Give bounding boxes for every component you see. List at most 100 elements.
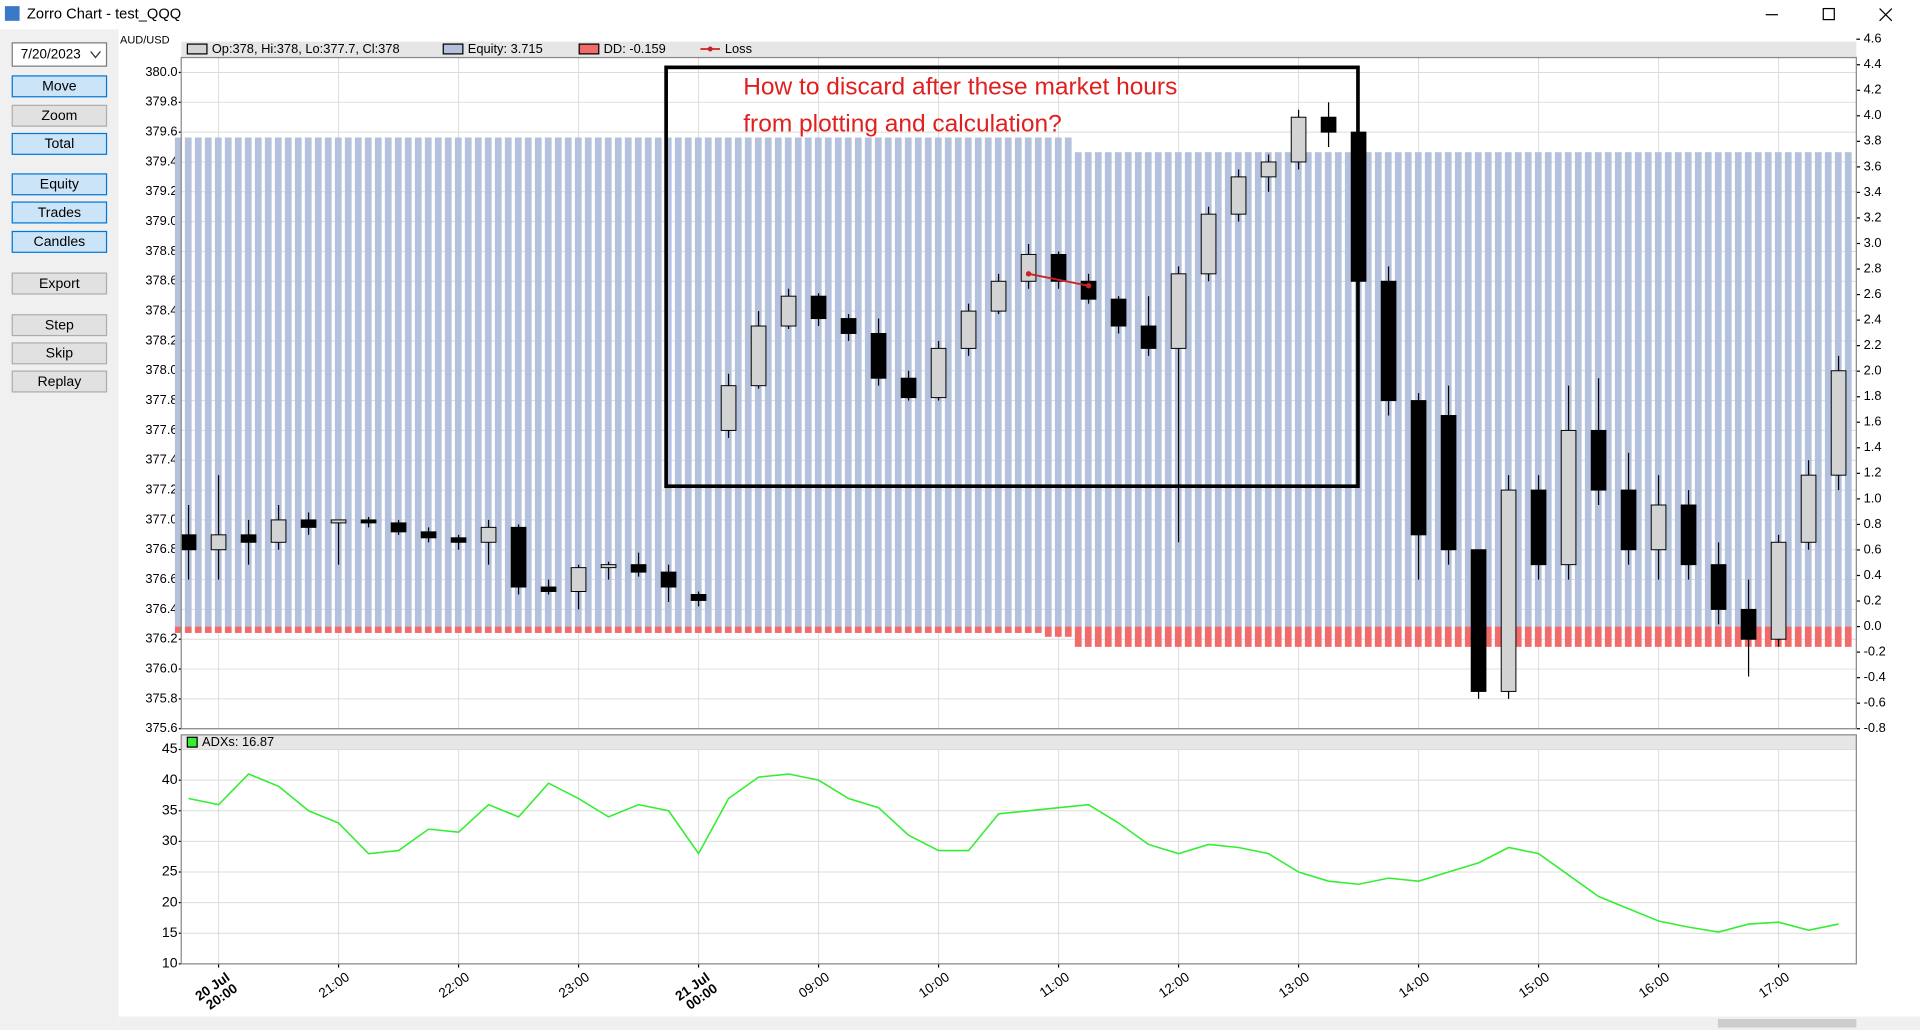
y-tick-label: 375.8	[145, 690, 177, 705]
candle-body	[1320, 116, 1337, 133]
equity-bar	[383, 626, 414, 633]
toolbar-button[interactable]	[11, 104, 108, 127]
y-tick-label: 377.4	[145, 452, 177, 467]
toolbar-button[interactable]	[11, 201, 108, 224]
y-tick-label: 375.6	[145, 720, 177, 735]
button-label: Skip	[46, 345, 74, 361]
button-label: Candles	[34, 233, 86, 249]
y2-tick-label: 0.0	[1864, 618, 1882, 633]
window-title: Zorro Chart - test_QQQ	[27, 7, 181, 23]
y-tick-label: 377.0	[145, 511, 177, 526]
y-tick-label: 377.6	[145, 422, 177, 437]
toolbar-button[interactable]	[11, 370, 108, 393]
scrollbar[interactable]	[118, 1016, 1920, 1030]
candle-body	[1560, 429, 1577, 566]
equity-bar	[923, 626, 954, 633]
y2-tick-label: 4.4	[1864, 56, 1882, 71]
y2-tick-label: 2.0	[1864, 363, 1882, 378]
y-tick-label: 380.0	[145, 64, 177, 79]
candle-body	[1770, 541, 1787, 640]
equity-bar	[1073, 152, 1104, 627]
equity-bar	[233, 626, 264, 633]
candle-body	[540, 586, 557, 592]
annotation-text: How to discard after these market hours	[743, 74, 1177, 101]
equity-bar	[653, 626, 684, 633]
button-label: Export	[39, 275, 80, 291]
y-tick-label: 40	[162, 771, 178, 787]
equity-bar	[1073, 626, 1104, 647]
toolbar-button[interactable]	[11, 173, 108, 196]
candle-body	[930, 347, 947, 399]
candle-body	[1260, 161, 1277, 178]
y2-tick-label: 4.6	[1864, 31, 1882, 46]
combo-arrow[interactable]	[90, 51, 101, 59]
equity-bar	[263, 137, 294, 627]
y2-tick-label: 1.2	[1864, 465, 1882, 480]
y2-tick-label: -0.6	[1864, 695, 1886, 710]
scroll-thumb[interactable]	[1717, 1018, 1857, 1028]
y2-tick-label: 4.0	[1864, 107, 1882, 122]
y2-tick-label: 4.2	[1864, 82, 1882, 97]
toolbar-button[interactable]	[11, 75, 108, 98]
equity-bar	[683, 626, 714, 633]
candle-body	[510, 526, 527, 588]
y-tick-label: 376.6	[145, 571, 177, 586]
candle-body	[900, 377, 917, 399]
equity-bar	[1283, 152, 1314, 627]
equity-bar	[953, 137, 984, 627]
equity-bar	[1403, 626, 1434, 647]
equity-bar	[353, 137, 384, 627]
equity-bar	[1673, 626, 1704, 647]
equity-bar	[1703, 626, 1734, 647]
toolbar-button[interactable]	[11, 342, 108, 365]
close-button[interactable]	[1879, 8, 1893, 22]
candle-body	[1500, 489, 1517, 692]
toolbar-button[interactable]	[11, 314, 108, 337]
y2-tick-label: -0.2	[1864, 643, 1886, 658]
equity-bar	[1643, 626, 1674, 647]
toolbar-button[interactable]	[11, 272, 108, 295]
button-label: Total	[45, 135, 75, 151]
y2-tick-label: 1.4	[1864, 439, 1882, 454]
title-bar	[0, 0, 1920, 30]
equity-bar	[803, 626, 834, 633]
restore-button[interactable]	[1822, 7, 1835, 21]
y2-tick-label: 3.6	[1864, 158, 1882, 173]
equity-bar	[443, 137, 474, 627]
equity-bar	[623, 137, 654, 627]
candle-body	[1740, 608, 1757, 640]
candle-body	[990, 280, 1007, 312]
indicator-line	[188, 773, 1839, 933]
candle-body	[1620, 489, 1637, 551]
y-tick-label: 378.4	[145, 302, 177, 317]
equity-bar	[833, 137, 864, 627]
equity-bar	[743, 626, 774, 633]
y2-tick-label: 0.6	[1864, 541, 1882, 556]
y-axis-label: AUD/USD	[120, 34, 170, 46]
toolbar-button[interactable]	[11, 230, 108, 253]
equity-bar	[383, 137, 414, 627]
candle-body	[750, 325, 767, 387]
y2-tick-label: 2.2	[1864, 337, 1882, 352]
y-tick-label: 30	[162, 832, 178, 848]
candle-body	[480, 526, 497, 543]
candle-body	[1530, 489, 1547, 566]
equity-bar	[1253, 152, 1284, 627]
y-tick-label: 15	[162, 924, 178, 940]
equity-bar	[173, 626, 204, 633]
equity-bar	[1013, 626, 1044, 633]
trade-point	[1025, 271, 1032, 277]
y2-tick-label: 2.8	[1864, 260, 1882, 275]
y2-tick-label: 3.2	[1864, 209, 1882, 224]
y2-tick-label: -0.8	[1864, 720, 1886, 735]
equity-bar	[533, 626, 564, 633]
y2-tick-label: 3.0	[1864, 235, 1882, 250]
toolbar-button[interactable]	[11, 132, 108, 155]
equity-bar	[1013, 137, 1044, 627]
equity-bar	[1823, 626, 1854, 647]
candle-body	[960, 310, 977, 349]
date-combo[interactable]	[11, 42, 108, 67]
candle-body	[1710, 564, 1727, 610]
equity-bar	[203, 626, 234, 633]
equity-bar	[1043, 626, 1074, 637]
